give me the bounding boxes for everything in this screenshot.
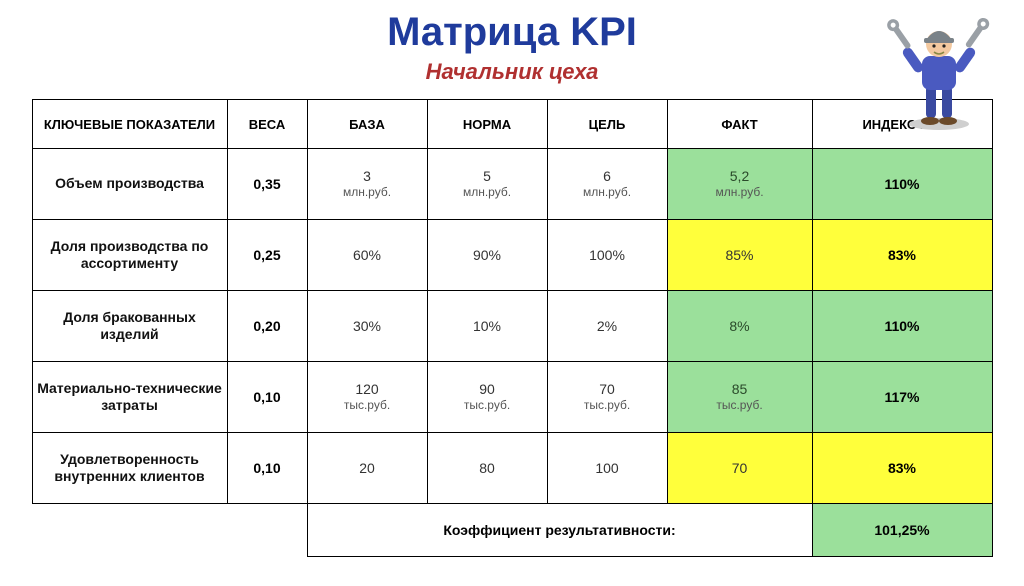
footer-row: Коэффициент результативности:101,25% (32, 504, 992, 557)
table-cell: 85% (667, 220, 812, 291)
weight-cell: 0,35 (227, 149, 307, 220)
table-cell: 5,2млн.руб. (667, 149, 812, 220)
table-cell: 70 (667, 433, 812, 504)
indicator-cell: Доля бракованных изделий (32, 291, 227, 362)
table-cell: 120тыс.руб. (307, 362, 427, 433)
page-subtitle: Начальник цеха (0, 59, 1024, 85)
blank-cell (32, 504, 307, 557)
indicator-cell: Объем производства (32, 149, 227, 220)
table-cell: 30% (307, 291, 427, 362)
indicator-cell: Доля производства по ассортименту (32, 220, 227, 291)
table-cell: 100% (547, 220, 667, 291)
table-cell: 6млн.руб. (547, 149, 667, 220)
col-header: ВЕСА (227, 100, 307, 149)
table-cell: 60% (307, 220, 427, 291)
table-cell: 100 (547, 433, 667, 504)
weight-cell: 0,10 (227, 362, 307, 433)
table-cell: 5млн.руб. (427, 149, 547, 220)
table-cell: 90тыс.руб. (427, 362, 547, 433)
table-cell: 70тыс.руб. (547, 362, 667, 433)
table-row: Материально-технические затраты0,10120ты… (32, 362, 992, 433)
weight-cell: 0,20 (227, 291, 307, 362)
table-cell: 2% (547, 291, 667, 362)
table-row: Доля бракованных изделий0,2030%10%2%8%11… (32, 291, 992, 362)
table-row: Удовлетворенность внутренних клиентов0,1… (32, 433, 992, 504)
table-cell: 80 (427, 433, 547, 504)
kpi-index-cell: 110% (812, 149, 992, 220)
table-row: Доля производства по ассортименту0,2560%… (32, 220, 992, 291)
indicator-cell: Материально-технические затраты (32, 362, 227, 433)
col-header: ЦЕЛЬ (547, 100, 667, 149)
col-header: ФАКТ (667, 100, 812, 149)
page-title: Матрица KPI (0, 10, 1024, 55)
indicator-cell: Удовлетворенность внутренних клиентов (32, 433, 227, 504)
table-cell: 8% (667, 291, 812, 362)
table-cell: 20 (307, 433, 427, 504)
weight-cell: 0,10 (227, 433, 307, 504)
footer-label: Коэффициент результативности: (307, 504, 812, 557)
footer-value: 101,25% (812, 504, 992, 557)
table-cell: 10% (427, 291, 547, 362)
table-header-row: КЛЮЧЕВЫЕ ПОКАЗАТЕЛИВЕСАБАЗАНОРМАЦЕЛЬФАКТ… (32, 100, 992, 149)
worker-illustration (884, 16, 994, 131)
table-cell: 85тыс.руб. (667, 362, 812, 433)
col-header: БАЗА (307, 100, 427, 149)
kpi-index-cell: 83% (812, 433, 992, 504)
kpi-index-cell: 110% (812, 291, 992, 362)
table-cell: 90% (427, 220, 547, 291)
weight-cell: 0,25 (227, 220, 307, 291)
kpi-table: КЛЮЧЕВЫЕ ПОКАЗАТЕЛИВЕСАБАЗАНОРМАЦЕЛЬФАКТ… (32, 99, 993, 557)
kpi-index-cell: 117% (812, 362, 992, 433)
table-row: Объем производства0,353млн.руб.5млн.руб.… (32, 149, 992, 220)
table-cell: 3млн.руб. (307, 149, 427, 220)
col-header: НОРМА (427, 100, 547, 149)
col-header: КЛЮЧЕВЫЕ ПОКАЗАТЕЛИ (32, 100, 227, 149)
kpi-index-cell: 83% (812, 220, 992, 291)
